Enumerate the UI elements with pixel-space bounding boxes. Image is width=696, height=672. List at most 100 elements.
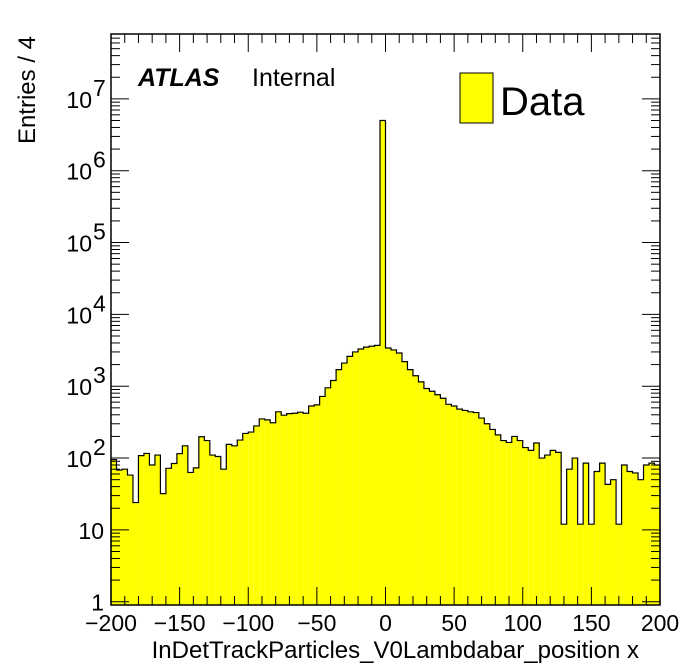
histogram-bar: [347, 356, 353, 605]
histogram-bar: [204, 440, 210, 605]
histogram-bar: [314, 404, 320, 605]
histogram-bar: [330, 380, 337, 605]
histogram-bar: [588, 524, 595, 605]
histogram-bar: [374, 345, 381, 605]
histogram-bar: [473, 412, 479, 605]
x-tick-label: 200: [641, 610, 679, 636]
histogram-bar: [522, 447, 529, 605]
histogram-bar: [577, 524, 584, 605]
histogram-bar: [292, 413, 298, 605]
y-tick-exponent: 4: [93, 290, 106, 316]
histogram-bar: [132, 502, 139, 605]
histogram-bar: [363, 347, 370, 605]
y-tick-exponent: 5: [93, 219, 106, 245]
histogram-bar: [231, 445, 238, 605]
histogram-bar: [325, 387, 331, 605]
x-tick-labels: −200 −150 −100 −50 0 50 100 150 200: [85, 610, 679, 636]
y-tick-label: 10: [66, 87, 92, 113]
y-tick-label: 10: [66, 159, 92, 185]
x-tick-label: 50: [441, 610, 467, 636]
histogram-bar: [649, 463, 655, 605]
histogram-bar: [440, 398, 446, 605]
histogram-bar: [605, 484, 611, 605]
histogram-bar: [215, 456, 221, 605]
histogram-bar: [638, 479, 644, 605]
legend-label-data: Data: [500, 80, 585, 124]
histogram-bar: [286, 413, 293, 605]
histogram-bar: [242, 433, 249, 605]
histogram-bar: [385, 348, 391, 605]
histogram-bar: [401, 361, 408, 605]
histogram-bar: [539, 458, 545, 605]
histogram-outline: [110, 119, 661, 605]
histogram-bar: [209, 455, 216, 605]
histogram-bar: [412, 375, 419, 605]
y-tick-label: 10: [78, 518, 104, 544]
histogram-bar: [445, 404, 452, 605]
histogram-bar: [138, 455, 144, 605]
histogram-bar: [500, 440, 507, 605]
histogram-bar: [423, 388, 430, 605]
histogram-bar: [434, 394, 441, 605]
histogram-bar: [264, 419, 271, 605]
histogram-bar: [566, 469, 573, 605]
histogram-bar: [621, 465, 628, 605]
histogram-bar: [143, 453, 150, 605]
y-tick-exponent: 7: [93, 75, 106, 101]
histogram-bar: [154, 455, 161, 605]
histogram-bar: [220, 469, 227, 605]
histogram-bar: [358, 348, 364, 605]
histogram-bar: [544, 455, 551, 605]
histogram-bar: [643, 465, 650, 605]
histogram-bar: [176, 453, 183, 605]
histogram-bar: [160, 493, 166, 605]
y-tick-exponent: 2: [93, 434, 106, 460]
histogram-bar: [583, 463, 589, 605]
x-tick-label: −150: [154, 610, 206, 636]
histogram-bar: [550, 450, 556, 605]
atlas-label: ATLAS: [137, 64, 220, 92]
histogram-bar: [182, 445, 188, 605]
x-tick-label: 0: [379, 610, 392, 636]
histogram-bar: [149, 465, 155, 605]
histogram-bar: [369, 346, 375, 605]
histogram-bar: [407, 369, 413, 605]
histogram-bar: [352, 351, 359, 605]
histogram-bar: [495, 434, 501, 605]
histogram-bar: [599, 463, 606, 605]
histogram-bar: [380, 120, 386, 605]
x-tick-label: −50: [297, 610, 336, 636]
histogram-bar: [297, 412, 304, 605]
histogram-bar: [517, 440, 523, 605]
histogram-bar: [111, 459, 117, 605]
x-tick-label: 150: [572, 610, 610, 636]
histogram-bar: [281, 415, 287, 605]
histogram-bar: [561, 524, 567, 605]
histogram-bar: [528, 450, 534, 605]
atlas-status: Internal: [252, 64, 335, 92]
x-tick-label: 100: [504, 610, 542, 636]
histogram-bar: [555, 452, 562, 605]
y-tick-label: 10: [66, 231, 92, 257]
histogram-bar: [396, 352, 402, 605]
x-tick-label: −100: [222, 610, 274, 636]
histogram-bar: [451, 406, 457, 605]
histogram-bar: [610, 479, 617, 605]
histogram-bar: [237, 440, 243, 605]
histogram-bar: [303, 413, 309, 605]
histogram-bar: [198, 436, 205, 605]
histogram-bar: [308, 406, 315, 605]
histogram-bar: [506, 442, 512, 605]
histogram-bar: [121, 469, 128, 605]
legend-swatch: [459, 72, 494, 124]
histogram-bar: [467, 411, 474, 605]
histogram-bar: [418, 381, 424, 605]
histogram-bar: [248, 432, 254, 605]
histogram-bar: [116, 470, 122, 605]
histogram-bar: [533, 442, 540, 605]
y-tick-label: 10: [66, 446, 92, 472]
histogram-bar: [462, 410, 468, 605]
histogram-bar: [478, 418, 485, 605]
histogram-bar: [594, 471, 600, 605]
